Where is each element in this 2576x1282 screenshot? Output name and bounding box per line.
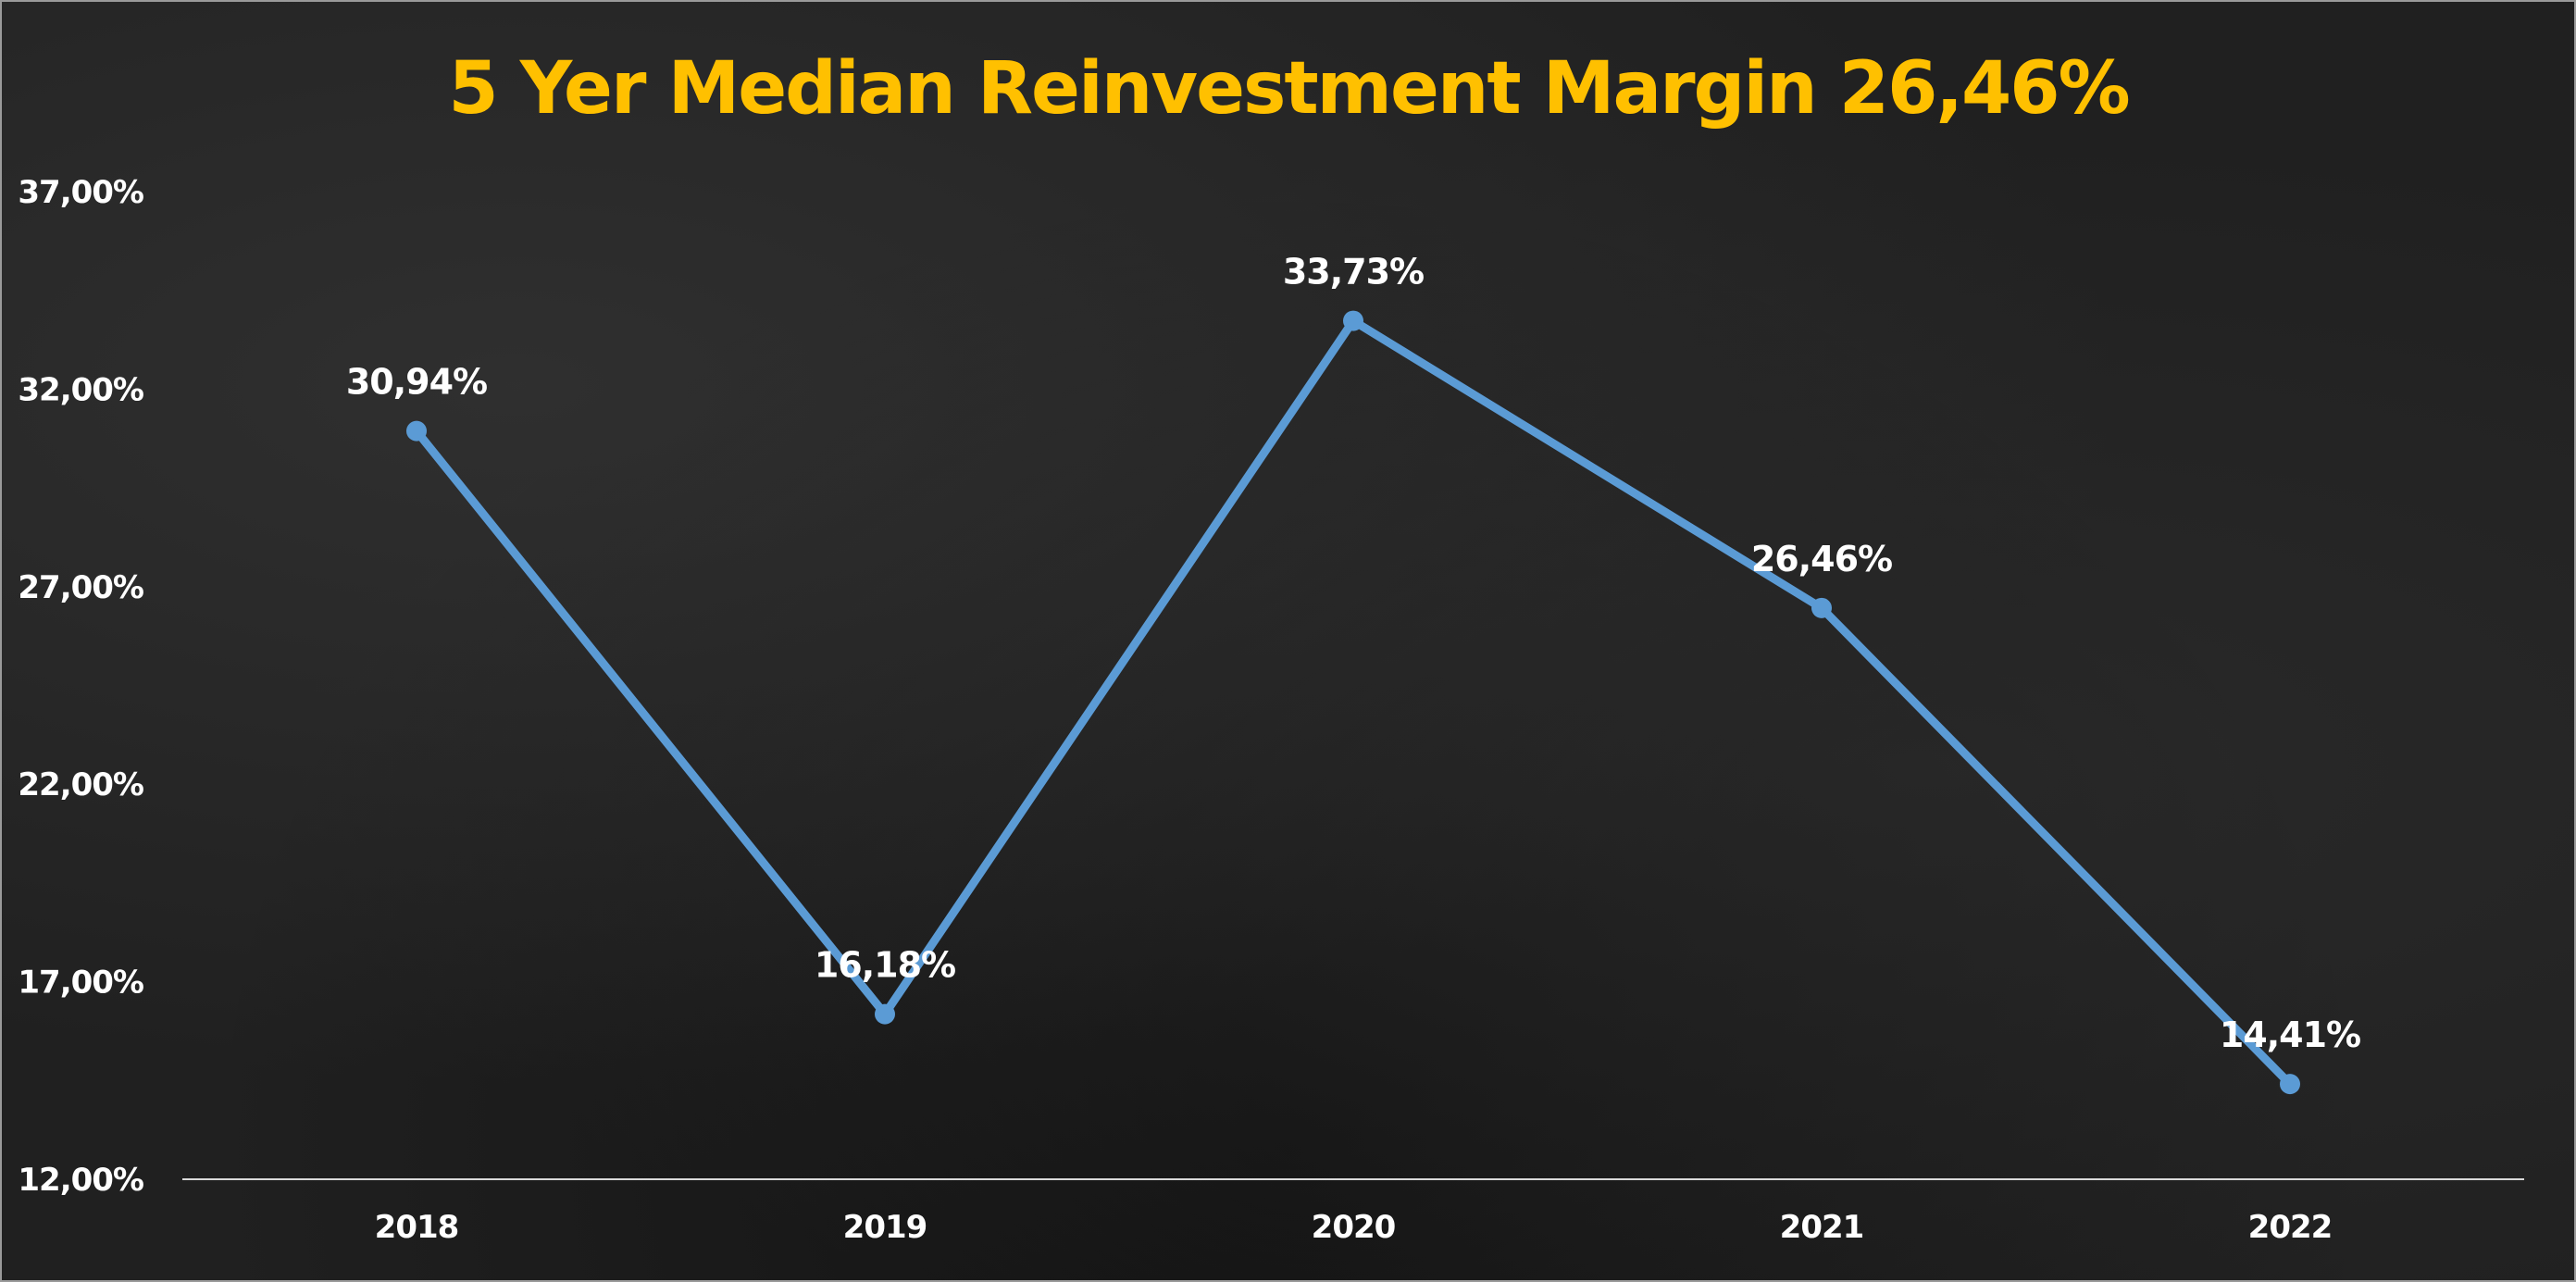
y-tick-label: 27,00% [18,569,143,606]
series-layer [406,310,2300,1095]
chart-title: 5 Yer Median Reinvestment Margin 26,46% [448,47,2128,131]
x-tick-label: 2022 [2248,1209,2333,1246]
series-line [412,317,2295,1089]
y-axis-ticks: 12,00% 17,00% 22,00% 27,00% 32,00% 37,00% [18,174,144,1199]
y-tick-label: 37,00% [18,174,143,211]
x-tick-label: 2020 [1312,1209,1396,1246]
data-point [1811,597,1832,618]
x-tick-label: 2019 [843,1209,927,1246]
data-label: 16,18% [815,945,955,986]
data-point [406,420,427,442]
data-point [2280,1074,2300,1095]
data-labels: 30,94% 16,18% 33,73% 26,46% 14,41% [346,252,2361,1056]
data-label: 26,46% [1751,539,1892,579]
y-tick-label: 22,00% [18,766,143,803]
x-axis-ticks: 2018 2019 2020 2021 2022 [375,1209,2333,1246]
data-point [1343,310,1363,331]
y-tick-label: 17,00% [18,965,143,1002]
data-label: 33,73% [1283,252,1424,292]
data-point [875,1003,895,1025]
x-tick-label: 2018 [375,1209,459,1246]
x-tick-label: 2021 [1780,1209,1864,1246]
y-tick-label: 12,00% [18,1162,143,1199]
data-label: 30,94% [346,362,487,403]
data-label: 14,41% [2220,1014,2360,1055]
y-tick-label: 32,00% [18,371,143,408]
